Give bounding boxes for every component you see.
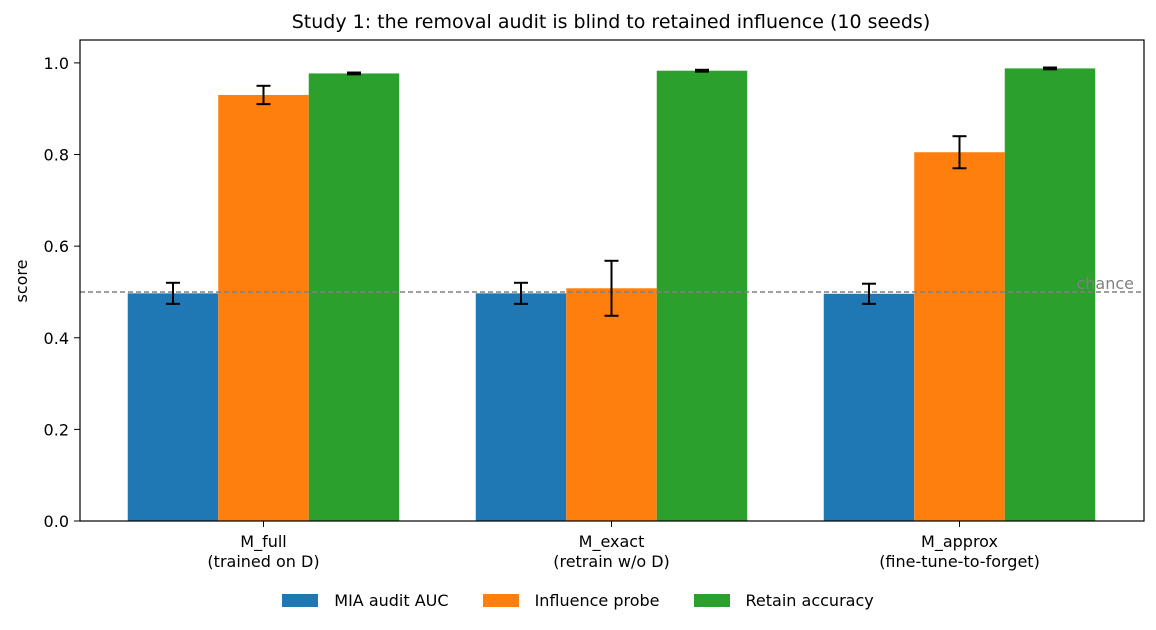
bar [823, 293, 915, 521]
bar [566, 288, 657, 521]
x-tick-label: M_exact [579, 532, 645, 552]
bar [475, 293, 567, 521]
legend-label-influence: Influence probe [534, 590, 660, 610]
legend: MIA audit AUC Influence probe Retain acc… [0, 588, 1156, 612]
legend-item-retain: Retain accuracy [693, 590, 874, 610]
plot-frame [79, 39, 1145, 522]
x-tick-label: M_approx [921, 532, 998, 552]
x-tick-label: M_full [240, 532, 286, 552]
y-tick-label: 1.0 [44, 54, 69, 73]
bar [308, 73, 400, 521]
y-tick-label: 0.6 [44, 237, 69, 256]
legend-swatch-influence [482, 593, 519, 607]
y-tick-label: 0.4 [44, 329, 69, 348]
x-tick-label: (trained on D) [207, 552, 319, 571]
bar [127, 293, 219, 521]
y-tick-label: 0.2 [44, 420, 69, 439]
bar [656, 70, 748, 521]
x-tick-label: (fine-tune-to-forget) [879, 552, 1040, 571]
legend-label-mia: MIA audit AUC [334, 590, 449, 610]
y-tick-label: 0.8 [44, 146, 69, 165]
y-tick-label: 0.0 [44, 512, 69, 531]
legend-item-mia: MIA audit AUC [282, 590, 449, 610]
bar [914, 152, 1005, 521]
y-axis-label: score [12, 260, 31, 303]
bar [218, 94, 309, 521]
chart-title: Study 1: the removal audit is blind to r… [292, 11, 930, 33]
x-tick-label: (retrain w/o D) [553, 552, 670, 571]
legend-swatch-mia [282, 593, 319, 607]
bar [1004, 68, 1096, 521]
legend-label-retain: Retain accuracy [745, 590, 874, 610]
reference-line-label: chance [1076, 274, 1134, 293]
legend-item-influence: Influence probe [482, 590, 660, 610]
legend-swatch-retain [693, 593, 730, 607]
